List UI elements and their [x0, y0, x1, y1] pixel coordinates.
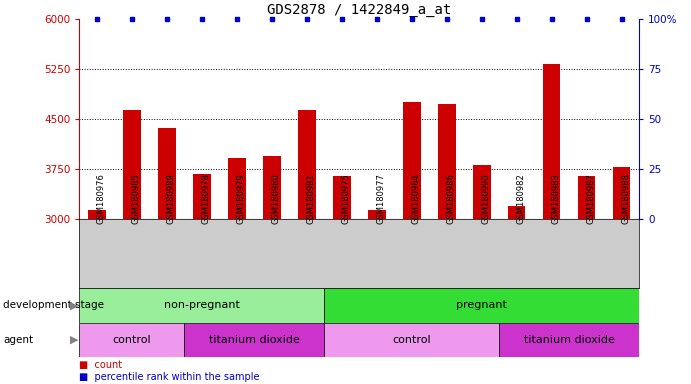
Text: GSM180982: GSM180982 [517, 174, 526, 224]
Text: titanium dioxide: titanium dioxide [209, 335, 300, 345]
Bar [333, 176, 350, 219]
Bar [613, 167, 630, 219]
Text: GSM180976: GSM180976 [97, 174, 106, 224]
Text: GSM180988: GSM180988 [622, 174, 631, 224]
Text: non-pregnant: non-pregnant [164, 300, 240, 310]
Text: GSM180975: GSM180975 [342, 174, 351, 224]
Text: GSM180989: GSM180989 [167, 174, 176, 224]
Text: control: control [392, 335, 431, 345]
Bar [543, 64, 560, 219]
Bar [403, 102, 421, 219]
Bar [88, 210, 106, 219]
Bar [324, 323, 499, 357]
Bar [158, 128, 176, 219]
Text: GSM180984: GSM180984 [412, 174, 421, 224]
Text: GSM180990: GSM180990 [482, 174, 491, 224]
Bar [79, 323, 184, 357]
Bar [499, 323, 639, 357]
Text: ■  count: ■ count [79, 360, 122, 370]
Bar [184, 323, 324, 357]
Text: agent: agent [3, 335, 34, 345]
Title: GDS2878 / 1422849_a_at: GDS2878 / 1422849_a_at [267, 3, 451, 17]
Text: GSM180977: GSM180977 [377, 174, 386, 224]
Text: development stage: development stage [3, 300, 104, 310]
Text: GSM180986: GSM180986 [447, 174, 456, 224]
Text: ▶: ▶ [70, 300, 79, 310]
Bar [438, 104, 455, 219]
Text: GSM180987: GSM180987 [587, 174, 596, 224]
Text: titanium dioxide: titanium dioxide [524, 335, 615, 345]
Text: GSM180978: GSM180978 [202, 174, 211, 224]
Bar [473, 165, 491, 219]
Text: GSM180979: GSM180979 [237, 174, 246, 224]
Text: pregnant: pregnant [456, 300, 507, 310]
Bar [298, 110, 316, 219]
Bar [228, 158, 245, 219]
Text: ▶: ▶ [70, 335, 79, 345]
Text: GSM180980: GSM180980 [272, 174, 281, 224]
Text: ■  percentile rank within the sample: ■ percentile rank within the sample [79, 372, 260, 382]
Bar [324, 288, 639, 323]
Bar [123, 110, 141, 219]
Text: GSM180981: GSM180981 [307, 174, 316, 224]
Bar [368, 210, 386, 219]
Text: control: control [113, 335, 151, 345]
Bar [508, 205, 525, 219]
Text: GSM180985: GSM180985 [132, 174, 141, 224]
Bar [578, 176, 596, 219]
Text: GSM180983: GSM180983 [551, 174, 560, 224]
Bar [263, 156, 281, 219]
Bar [193, 174, 211, 219]
Bar [79, 288, 324, 323]
